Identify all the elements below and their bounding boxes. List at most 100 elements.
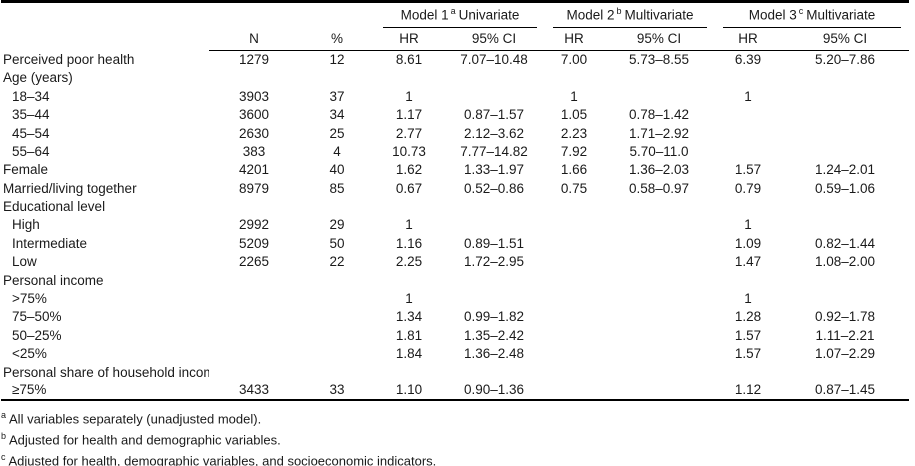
- cell-pct: [299, 363, 375, 381]
- cell-model2-hr: [545, 271, 603, 289]
- cell-model3-ci: [781, 216, 909, 234]
- cell-model3-hr: 1.12: [734, 382, 762, 398]
- column-header-row: N % HR 95% CI HR 95% CI HR 95% CI: [1, 27, 910, 51]
- cell-n: [209, 69, 299, 87]
- cell-model3-hr: 1.57: [734, 327, 762, 343]
- cell-model1-hr: 10.73: [392, 143, 426, 159]
- cell-model1-hr: 0.67: [395, 180, 423, 196]
- cell-model3-hr: 6.39: [734, 52, 762, 68]
- cell-model1-hr: 1.10: [395, 382, 423, 398]
- cell-model2-ci: [603, 363, 715, 381]
- header-spacer: [1, 2, 375, 28]
- cell-model3-hr: [715, 124, 781, 142]
- cell-model3-hr: 1.57: [734, 346, 762, 362]
- cell-pct: 29: [329, 217, 345, 233]
- cell-pct: 37: [329, 88, 345, 104]
- cell-n: 2265: [238, 254, 270, 270]
- cell-model1-ci: 1.36–2.48: [463, 346, 525, 362]
- cell-model3-hr: 0.79: [734, 180, 762, 196]
- cell-model1-ci: [443, 271, 545, 289]
- cell-model3-ci: 1.08–2.00: [815, 254, 876, 270]
- col-header-m2-ci: 95% CI: [603, 27, 716, 51]
- cell-model1-hr: 1: [405, 291, 413, 307]
- cell-model3-hr: [715, 106, 781, 124]
- cell-model2-ci: [603, 345, 715, 363]
- row-label: 55–64: [12, 143, 50, 159]
- row-label: 50–25%: [12, 327, 62, 343]
- cell-n: 8979: [238, 180, 270, 196]
- cell-pct: 33: [329, 382, 345, 398]
- cell-model3-hr: 1.09: [734, 235, 762, 251]
- cell-model2-hr: [545, 69, 603, 87]
- cell-model2-hr: 1.66: [560, 162, 588, 178]
- col-header-m3-hr: HR: [715, 27, 782, 51]
- cell-model1-hr: 1.16: [395, 235, 423, 251]
- cell-model3-hr: 1.57: [734, 162, 762, 178]
- table-row: 50–25% 1.81 1.35–2.42 1.57 1.11–2.21: [1, 326, 909, 344]
- row-label: Perceived poor health: [3, 51, 135, 67]
- cell-model2-hr: 2.23: [560, 125, 588, 141]
- cell-model1-ci: [443, 363, 545, 381]
- cell-model3-ci: [781, 142, 909, 160]
- cell-model3-ci: 1.24–2.01: [815, 162, 876, 178]
- row-label: 45–54: [12, 125, 50, 141]
- cell-model1-ci: 1.72–2.95: [463, 254, 525, 270]
- model3-group-label: Model 3 c Multivariate: [723, 6, 902, 28]
- model1-type: Univariate: [458, 7, 520, 23]
- cell-model2-ci: [603, 234, 715, 252]
- cell-model1-ci: 0.87–1.57: [463, 107, 525, 123]
- cell-model3-ci: [781, 124, 909, 142]
- cell-model1-hr: 1.81: [395, 327, 423, 343]
- row-label: Personal income: [3, 272, 104, 288]
- cell-model3-ci: 5.20–7.86: [815, 52, 876, 68]
- cell-model1-ci: [443, 69, 545, 87]
- model2-type: Multivariate: [624, 7, 694, 23]
- cell-n: 4201: [238, 162, 270, 178]
- cell-model1-hr: [375, 363, 443, 381]
- cell-model1-hr: 1.62: [395, 162, 423, 178]
- cell-model3-ci: [781, 271, 909, 289]
- col-header-m2-hr: HR: [545, 27, 604, 51]
- cell-model1-hr: 2.77: [395, 125, 423, 141]
- cell-model1-hr: 2.25: [395, 254, 423, 270]
- cell-model1-hr: [375, 69, 443, 87]
- row-label: <25%: [12, 346, 47, 362]
- cell-pct: 22: [329, 254, 345, 270]
- cell-model2-ci: [603, 216, 715, 234]
- cell-n: [209, 308, 299, 326]
- footnote-c-marker: c: [1, 451, 6, 462]
- cell-model2-ci: [603, 87, 715, 105]
- cell-model3-ci: [781, 106, 909, 124]
- cell-n: 2630: [238, 125, 270, 141]
- table-body: Perceived poor health 1279 12 8.61 7.07–…: [1, 51, 909, 400]
- cell-pct: [299, 345, 375, 363]
- row-label: High: [12, 217, 40, 233]
- results-table: Model 1 a Univariate Model 2 b Multivariate …: [1, 0, 910, 401]
- cell-model3-ci: [781, 363, 909, 381]
- cell-pct: 25: [329, 125, 345, 141]
- cell-n: [209, 326, 299, 344]
- table-row: 75–50% 1.34 0.99–1.82 1.28 0.92–1.78: [1, 308, 909, 326]
- cell-model2-ci: 0.58–0.97: [628, 180, 690, 196]
- cell-model2-hr: 7.92: [560, 143, 588, 159]
- cell-pct: [299, 308, 375, 326]
- cell-model3-ci: 0.92–1.78: [815, 309, 876, 325]
- footnote-c: c Adjusted for health, demographic variab…: [1, 449, 915, 466]
- row-label: ≥75%: [12, 382, 47, 398]
- label-column-header: [1, 28, 209, 51]
- cell-n: [209, 363, 299, 381]
- table-row: 45–54 2630 25 2.77 2.12–3.62 2.23 1.71–2…: [1, 124, 909, 142]
- table-row: Married/living together 8979 85 0.67 0.5…: [1, 179, 909, 197]
- row-label: Educational level: [3, 199, 106, 215]
- table-row: Perceived poor health 1279 12 8.61 7.07–…: [1, 51, 909, 69]
- table-header: Model 1 a Univariate Model 2 b Multivariate …: [1, 2, 910, 51]
- footnote-b-marker: b: [1, 430, 7, 441]
- cell-model2-ci: 1.36–2.03: [628, 162, 690, 178]
- cell-model1-hr: 1.17: [395, 107, 423, 123]
- cell-model1-ci: 1.33–1.97: [463, 162, 525, 178]
- cell-model2-hr: [545, 216, 603, 234]
- table-row: 55–64 383 4 10.73 7.77–14.82 7.92 5.70–1…: [1, 142, 909, 160]
- cell-n: 1279: [238, 52, 270, 68]
- row-label: 18–34: [12, 88, 50, 104]
- model1-group-header: Model 1 a Univariate: [375, 2, 545, 28]
